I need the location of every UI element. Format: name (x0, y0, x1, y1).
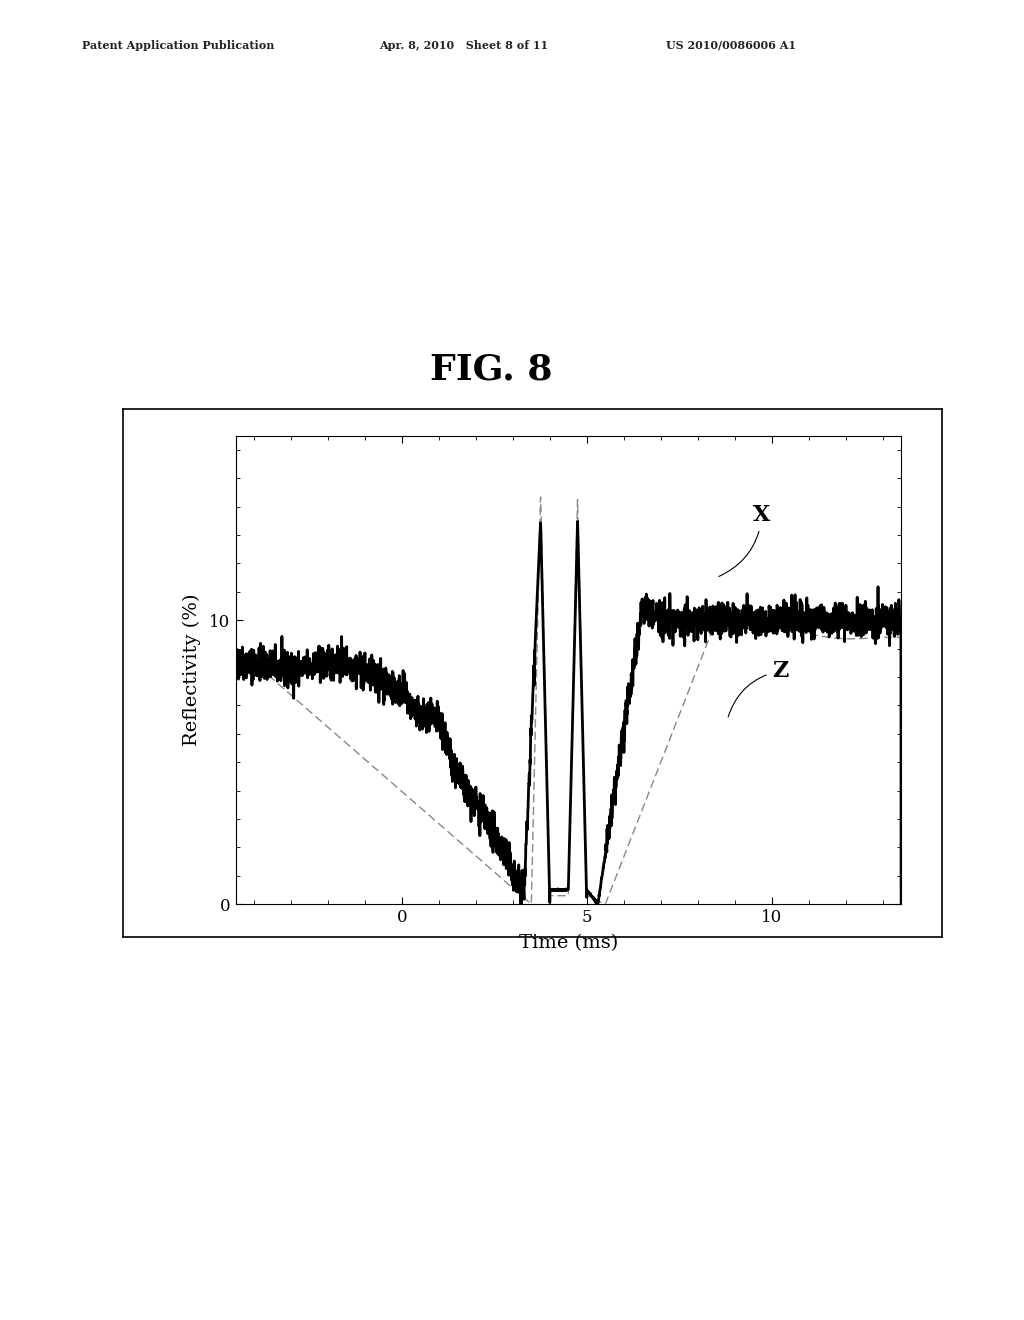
Text: FIG. 8: FIG. 8 (430, 352, 553, 387)
Text: X: X (719, 504, 771, 577)
Text: Z: Z (728, 660, 787, 717)
Text: US 2010/0086006 A1: US 2010/0086006 A1 (666, 40, 796, 51)
X-axis label: Time (ms): Time (ms) (519, 935, 617, 953)
Text: Patent Application Publication: Patent Application Publication (82, 40, 274, 51)
Y-axis label: Reflectivity (%): Reflectivity (%) (183, 594, 201, 746)
Text: Apr. 8, 2010   Sheet 8 of 11: Apr. 8, 2010 Sheet 8 of 11 (379, 40, 548, 51)
